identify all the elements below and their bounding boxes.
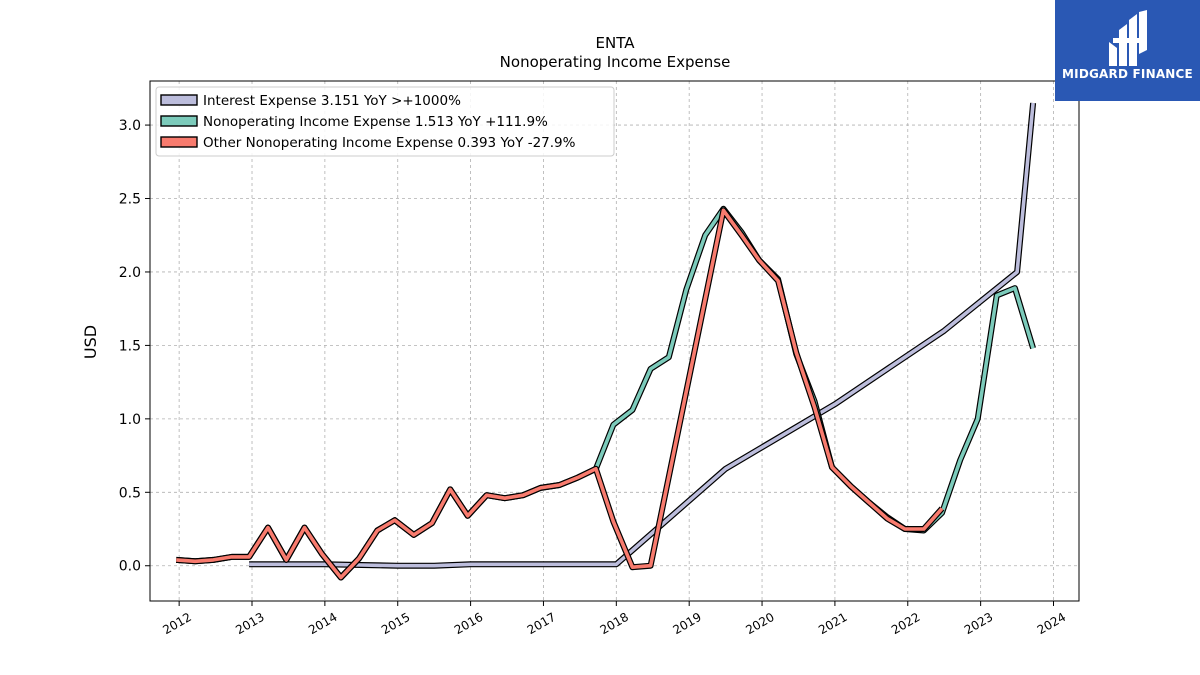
- legend: Interest Expense 3.151 YoY >+1000% Nonope…: [155, 86, 615, 157]
- legend-box: [155, 86, 615, 157]
- x-tick-label: 2022: [889, 610, 922, 637]
- y-tick-label: 2.0: [119, 265, 141, 281]
- series-group: [175, 102, 1037, 581]
- series-line-outline: [175, 205, 1036, 581]
- y-tick-label: 1.0: [119, 412, 141, 428]
- plot-frame: [149, 80, 1080, 602]
- chart-title: ENTA: [596, 34, 636, 52]
- y-axis-label: USD: [81, 325, 100, 359]
- brand-logo: MIDGARD FINANCE: [1055, 0, 1200, 101]
- legend-label: Interest Expense 3.151 YoY >+1000%: [203, 93, 461, 109]
- x-axis: 2012 2013 2014 2015 2016 2017 2018 2019 2020 2021…: [160, 601, 1068, 637]
- y-tick-label: 2.5: [119, 192, 141, 208]
- series-line: [176, 207, 1035, 580]
- x-tick-label: 2021: [816, 610, 849, 637]
- x-tick-label: 2020: [743, 610, 776, 637]
- legend-swatch: [160, 94, 198, 106]
- x-tick-label: 2018: [598, 610, 631, 637]
- legend-label: Nonoperating Income Expense 1.513 YoY +1…: [203, 114, 548, 130]
- y-tick-label: 0.0: [119, 559, 141, 575]
- y-tick-label: 3.0: [119, 118, 141, 134]
- x-tick-label: 2016: [452, 610, 485, 637]
- series-3: [175, 207, 945, 581]
- x-tick-label: 2019: [670, 610, 703, 637]
- series-line-outline: [249, 102, 1037, 569]
- series-line-outline: [175, 207, 945, 581]
- legend-swatch: [160, 136, 198, 148]
- brand-name: MIDGARD FINANCE: [1062, 67, 1193, 81]
- y-axis: 0.0 0.5 1.0 1.5 2.0 2.5 3.0: [119, 118, 150, 575]
- x-tick-label: 2024: [1035, 610, 1068, 637]
- series-2: [175, 205, 1036, 581]
- y-tick-label: 1.5: [119, 338, 141, 354]
- series-line: [249, 102, 1035, 568]
- legend-swatch: [160, 115, 198, 127]
- x-tick-label: 2015: [379, 610, 412, 637]
- x-tick-label: 2014: [306, 610, 339, 637]
- x-tick-label: 2013: [233, 610, 266, 637]
- x-tick-label: 2012: [160, 610, 193, 637]
- chart-subtitle: Nonoperating Income Expense: [500, 53, 731, 71]
- x-tick-label: 2023: [962, 610, 995, 637]
- y-tick-label: 0.5: [119, 485, 141, 501]
- series-1: [249, 102, 1037, 569]
- legend-label: Other Nonoperating Income Expense 0.393 …: [203, 135, 576, 151]
- series-line: [176, 208, 944, 580]
- x-tick-label: 2017: [525, 610, 558, 637]
- brand-mark-icon: [1109, 10, 1147, 66]
